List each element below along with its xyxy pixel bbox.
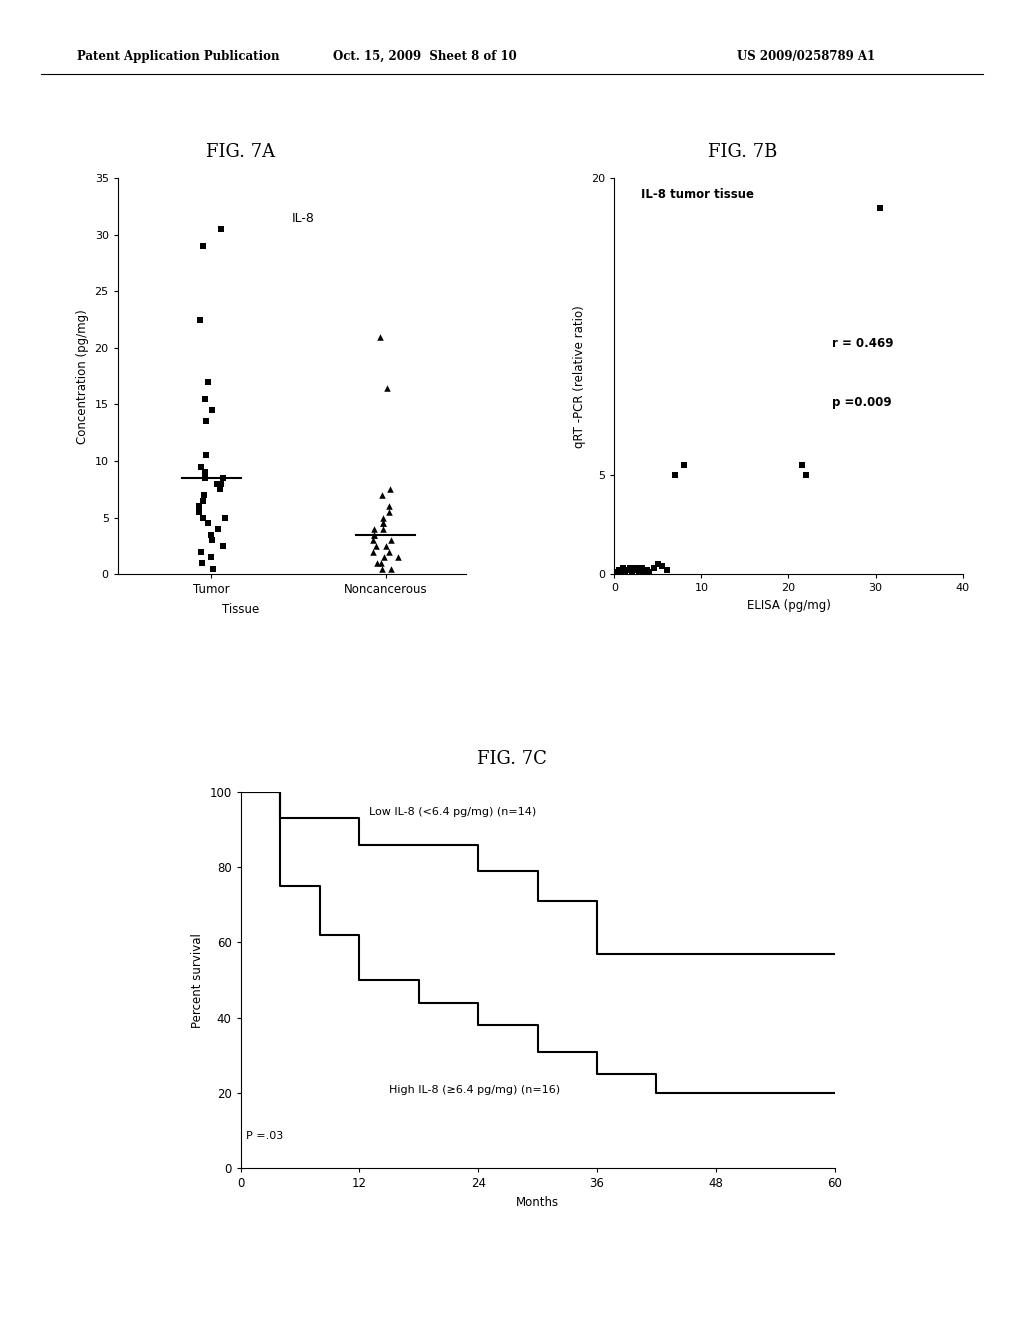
Point <box>196 484 212 506</box>
Point <box>194 552 210 573</box>
Point <box>372 326 388 347</box>
Text: IL-8: IL-8 <box>292 213 314 226</box>
Point <box>203 524 219 545</box>
Point <box>190 502 207 523</box>
Point <box>205 558 221 579</box>
Point <box>217 507 233 528</box>
Point <box>213 473 229 494</box>
Point <box>212 479 228 500</box>
Point <box>215 536 231 557</box>
Point <box>193 457 209 478</box>
Point <box>204 529 220 550</box>
Point <box>382 558 398 579</box>
Point <box>637 562 653 583</box>
Point <box>200 371 216 392</box>
Point <box>191 309 208 330</box>
Y-axis label: Percent survival: Percent survival <box>190 933 204 1027</box>
Point <box>649 554 666 576</box>
Text: High IL-8 (≥6.4 pg/mg) (n=16): High IL-8 (≥6.4 pg/mg) (n=16) <box>389 1085 560 1096</box>
Point <box>197 462 213 483</box>
Point <box>365 541 381 562</box>
Point <box>609 562 626 583</box>
Text: FIG. 7A: FIG. 7A <box>206 143 275 161</box>
Point <box>645 557 662 578</box>
Point <box>198 411 214 432</box>
Point <box>191 496 208 517</box>
X-axis label: Months: Months <box>516 1196 559 1209</box>
Point <box>203 546 219 568</box>
Y-axis label: Concentration (pg/mg): Concentration (pg/mg) <box>76 309 89 444</box>
Point <box>195 490 211 511</box>
Point <box>197 467 213 488</box>
Point <box>654 556 671 577</box>
Point <box>628 557 644 578</box>
Point <box>622 557 638 578</box>
Point <box>375 507 391 528</box>
Text: r = 0.469: r = 0.469 <box>831 337 894 350</box>
Point <box>634 557 650 578</box>
Point <box>214 467 230 488</box>
Point <box>381 496 397 517</box>
Point <box>379 378 395 399</box>
Point <box>871 198 888 219</box>
Y-axis label: qRT -PCR (relative ratio): qRT -PCR (relative ratio) <box>572 305 586 447</box>
Text: P =.03: P =.03 <box>246 1130 283 1140</box>
Point <box>390 546 407 568</box>
Point <box>374 558 390 579</box>
Text: Tissue: Tissue <box>222 603 259 616</box>
Point <box>210 519 226 540</box>
Point <box>631 562 647 583</box>
Point <box>613 562 630 583</box>
Point <box>375 519 391 540</box>
Point <box>794 454 810 477</box>
Point <box>366 524 382 545</box>
Point <box>614 557 631 578</box>
Point <box>639 560 655 581</box>
Point <box>616 562 633 583</box>
Point <box>367 524 383 545</box>
Point <box>367 519 383 540</box>
Text: p =0.009: p =0.009 <box>831 396 892 409</box>
Point <box>381 541 397 562</box>
Point <box>378 536 394 557</box>
Point <box>209 473 225 494</box>
Point <box>196 507 212 528</box>
Point <box>198 388 214 409</box>
Text: Oct. 15, 2009  Sheet 8 of 10: Oct. 15, 2009 Sheet 8 of 10 <box>333 50 517 63</box>
Point <box>676 454 692 477</box>
Point <box>798 465 814 486</box>
Text: FIG. 7B: FIG. 7B <box>708 143 777 161</box>
Point <box>200 512 216 533</box>
Text: Patent Application Publication: Patent Application Publication <box>77 50 280 63</box>
Point <box>368 536 384 557</box>
Text: IL-8 tumor tissue: IL-8 tumor tissue <box>641 187 754 201</box>
Point <box>213 219 229 240</box>
Point <box>204 400 220 421</box>
Point <box>193 541 209 562</box>
Point <box>624 562 640 583</box>
Point <box>381 502 397 523</box>
Point <box>632 560 649 581</box>
Point <box>365 529 381 550</box>
Point <box>375 512 391 533</box>
Point <box>373 552 389 573</box>
Text: FIG. 7C: FIG. 7C <box>477 750 547 768</box>
Point <box>382 479 398 500</box>
Point <box>375 512 391 533</box>
Point <box>641 562 657 583</box>
Point <box>374 484 390 506</box>
Point <box>195 235 211 256</box>
Point <box>658 560 675 581</box>
Point <box>626 560 642 581</box>
Point <box>668 465 684 486</box>
Text: Low IL-8 (<6.4 pg/mg) (n=14): Low IL-8 (<6.4 pg/mg) (n=14) <box>370 807 537 817</box>
X-axis label: ELISA (pg/mg): ELISA (pg/mg) <box>746 599 830 611</box>
Point <box>383 529 399 550</box>
Point <box>610 560 627 581</box>
Text: US 2009/0258789 A1: US 2009/0258789 A1 <box>737 50 876 63</box>
Point <box>198 445 214 466</box>
Point <box>370 552 386 573</box>
Point <box>376 546 392 568</box>
Point <box>620 560 636 581</box>
